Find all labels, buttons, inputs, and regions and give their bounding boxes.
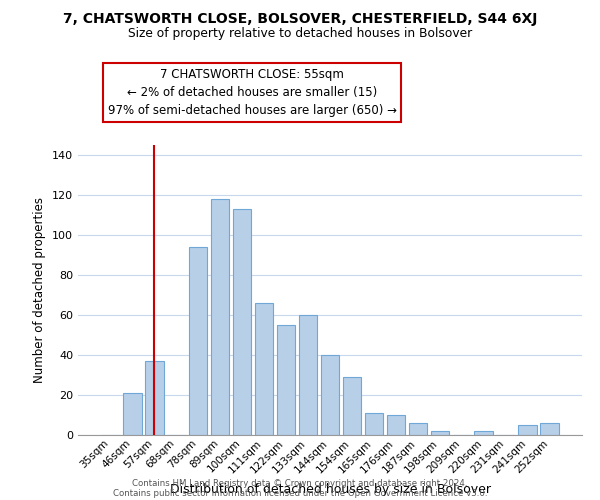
Bar [123, 393, 142, 435]
Bar [365, 413, 383, 435]
Bar [475, 431, 493, 435]
Bar [277, 325, 295, 435]
Bar [233, 209, 251, 435]
Text: 7 CHATSWORTH CLOSE: 55sqm
← 2% of detached houses are smaller (15)
97% of semi-d: 7 CHATSWORTH CLOSE: 55sqm ← 2% of detach… [107, 68, 397, 117]
Text: 7, CHATSWORTH CLOSE, BOLSOVER, CHESTERFIELD, S44 6XJ: 7, CHATSWORTH CLOSE, BOLSOVER, CHESTERFI… [63, 12, 537, 26]
Bar [189, 247, 208, 435]
Bar [541, 423, 559, 435]
X-axis label: Distribution of detached houses by size in Bolsover: Distribution of detached houses by size … [170, 483, 491, 496]
Bar [343, 377, 361, 435]
Text: Contains HM Land Registry data © Crown copyright and database right 2024.: Contains HM Land Registry data © Crown c… [132, 478, 468, 488]
Text: Contains public sector information licensed under the Open Government Licence v3: Contains public sector information licen… [113, 488, 487, 498]
Bar [518, 425, 537, 435]
Y-axis label: Number of detached properties: Number of detached properties [34, 197, 46, 383]
Bar [386, 415, 405, 435]
Bar [431, 431, 449, 435]
Bar [255, 303, 274, 435]
Bar [211, 199, 229, 435]
Bar [409, 423, 427, 435]
Bar [145, 361, 164, 435]
Text: Size of property relative to detached houses in Bolsover: Size of property relative to detached ho… [128, 28, 472, 40]
Bar [320, 355, 340, 435]
Bar [299, 315, 317, 435]
